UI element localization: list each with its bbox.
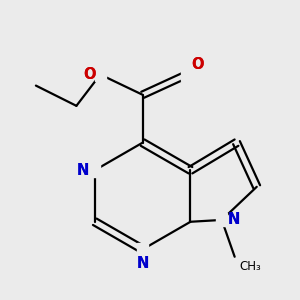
Bar [137,243,148,256]
Bar [216,214,227,226]
Text: N: N [136,256,149,271]
Bar [95,68,106,81]
Text: N: N [77,163,89,178]
Bar [181,68,192,81]
Text: N: N [227,212,240,227]
Bar [89,164,100,177]
Text: O: O [83,67,96,82]
Text: O: O [191,57,204,72]
Text: N: N [77,163,89,178]
Text: N: N [227,212,240,227]
Text: O: O [83,67,96,82]
Text: O: O [191,57,204,72]
Text: CH₃: CH₃ [239,260,261,273]
Text: N: N [136,256,149,271]
